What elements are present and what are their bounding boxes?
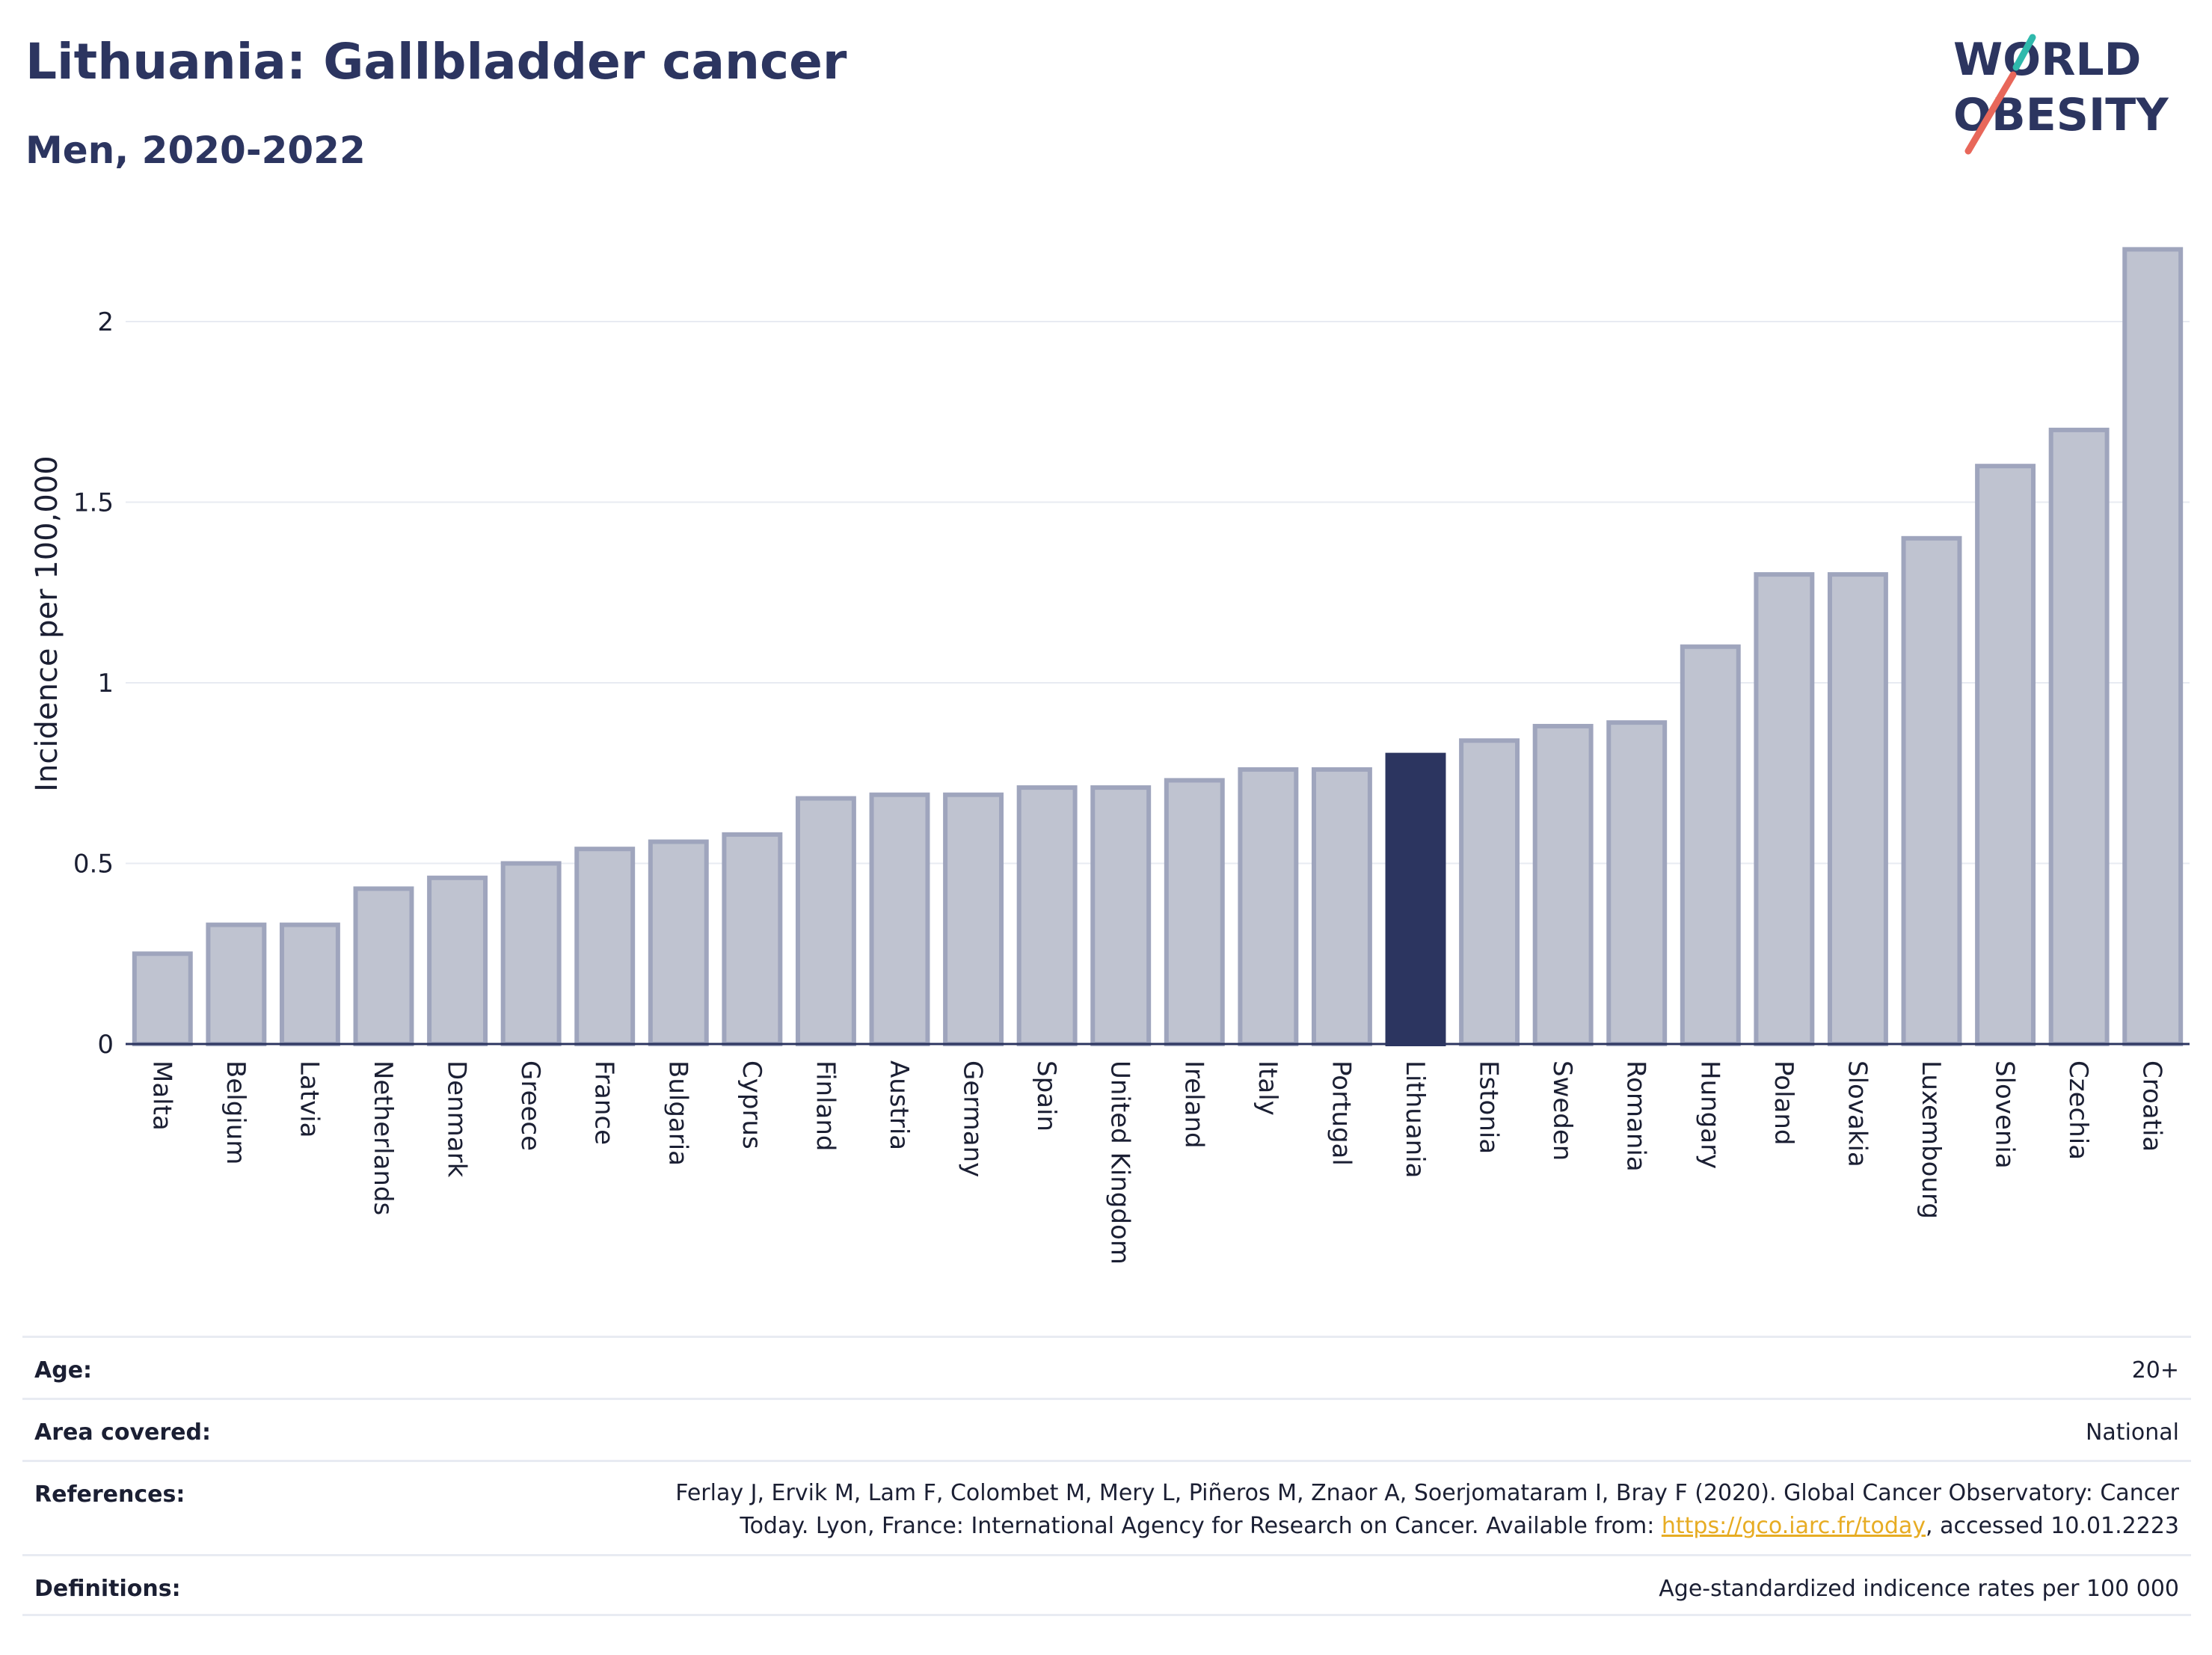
bars bbox=[132, 247, 2184, 1047]
x-tick-label: Slovakia bbox=[1842, 1060, 1872, 1167]
x-tick-label: Spain bbox=[1031, 1060, 1061, 1132]
y-tick-label: 1.5 bbox=[73, 488, 114, 518]
bar-spain bbox=[1016, 785, 1078, 1046]
x-tick-label: Cyprus bbox=[737, 1060, 766, 1149]
x-tick-label: Sweden bbox=[1547, 1060, 1577, 1161]
bar-united-kingdom bbox=[1090, 785, 1152, 1046]
bar-france bbox=[574, 847, 636, 1047]
x-tick-label: Portugal bbox=[1326, 1060, 1356, 1166]
x-tick-label: Latvia bbox=[294, 1060, 324, 1138]
x-tick-label: Hungary bbox=[1695, 1060, 1724, 1169]
definitions-label: Definitions: bbox=[34, 1576, 181, 1602]
bar-germany bbox=[943, 792, 1004, 1046]
bar-romania bbox=[1606, 720, 1668, 1046]
x-tick-label: Slovenia bbox=[1990, 1060, 2020, 1169]
references-link[interactable]: https://gco.iarc.fr/today bbox=[1661, 1513, 1926, 1539]
references-line1: Ferlay J, Ervik M, Lam F, Colombet M, Me… bbox=[675, 1480, 2179, 1506]
info-table: Age: 20+ Area covered: National Referenc… bbox=[22, 1336, 2191, 1616]
info-row-references: References: Ferlay J, Ervik M, Lam F, Co… bbox=[22, 1460, 2191, 1554]
x-tick-label: Czechia bbox=[2063, 1060, 2093, 1160]
bar-lithuania bbox=[1385, 752, 1446, 1046]
world-obesity-logo: WORLD OBESITY bbox=[1953, 34, 2169, 155]
y-tick-label: 2 bbox=[97, 307, 114, 337]
references-value: Ferlay J, Ervik M, Lam F, Colombet M, Me… bbox=[675, 1477, 2179, 1543]
y-tick-label: 0 bbox=[97, 1030, 114, 1060]
bar-italy bbox=[1238, 767, 1299, 1047]
x-tick-label: Luxembourg bbox=[1916, 1060, 1946, 1219]
age-label: Age: bbox=[34, 1357, 93, 1384]
bar-denmark bbox=[427, 875, 488, 1046]
bar-malta bbox=[132, 951, 193, 1046]
bar-hungary bbox=[1680, 644, 1741, 1046]
area-value: National bbox=[2085, 1419, 2179, 1446]
x-tick-label: Malta bbox=[147, 1060, 176, 1131]
page-title: Lithuania: Gallbladder cancer bbox=[25, 33, 847, 90]
bar-croatia bbox=[2122, 247, 2184, 1046]
x-tick-label: Ireland bbox=[1179, 1060, 1208, 1149]
x-tick-label: United Kingdom bbox=[1105, 1060, 1135, 1265]
x-tick-label: Finland bbox=[810, 1060, 840, 1152]
x-tick-labels: Malta Belgium Latvia Netherlands Denmark Gree… bbox=[147, 1060, 2166, 1265]
references-line2-post: , accessed 10.01.2223 bbox=[1926, 1513, 2179, 1539]
logo-accent-teal bbox=[2012, 34, 2036, 71]
bar-czechia bbox=[2048, 427, 2110, 1046]
x-tick-label: Netherlands bbox=[368, 1060, 398, 1215]
y-tick-labels: 0 0.5 1 1.5 2 bbox=[73, 307, 114, 1060]
bar-netherlands bbox=[353, 886, 414, 1047]
bar-greece bbox=[500, 861, 562, 1046]
x-tick-label: Greece bbox=[515, 1060, 545, 1151]
bar-finland bbox=[795, 796, 856, 1047]
x-tick-label: France bbox=[589, 1060, 619, 1145]
bar-luxembourg bbox=[1901, 535, 1962, 1046]
x-tick-label: Romania bbox=[1621, 1060, 1651, 1172]
x-tick-label: Lithuania bbox=[1400, 1060, 1430, 1178]
bar-bulgaria bbox=[648, 839, 709, 1047]
bar-cyprus bbox=[722, 832, 783, 1046]
logo-accent-coral bbox=[1964, 71, 2017, 155]
bar-chart: 0 0.5 1 1.5 2 Malta Belgium Latvia Netherlands D… bbox=[30, 247, 2190, 1265]
x-tick-label: Poland bbox=[1769, 1060, 1798, 1146]
references-line2-pre: Today. Lyon, France: International Agenc… bbox=[740, 1513, 1662, 1539]
info-row-definitions: Definitions: Age-standardized indicence … bbox=[22, 1554, 2191, 1616]
bar-latvia bbox=[279, 922, 340, 1046]
x-tick-label: Bulgaria bbox=[663, 1060, 692, 1166]
y-tick-label: 0.5 bbox=[73, 850, 114, 879]
y-tick-label: 1 bbox=[97, 669, 114, 698]
bar-estonia bbox=[1459, 738, 1520, 1047]
bar-belgium bbox=[206, 922, 267, 1046]
area-label: Area covered: bbox=[34, 1419, 211, 1446]
bar-ireland bbox=[1164, 778, 1225, 1047]
info-row-area: Area covered: National bbox=[22, 1398, 2191, 1460]
logo-line1: WORLD bbox=[1953, 34, 2141, 86]
x-tick-label: Austria bbox=[884, 1060, 914, 1150]
page-subtitle: Men, 2020-2022 bbox=[25, 129, 366, 172]
bar-sweden bbox=[1532, 723, 1594, 1047]
x-tick-label: Belgium bbox=[221, 1060, 251, 1164]
x-tick-label: Italy bbox=[1253, 1060, 1282, 1116]
x-tick-label: Germany bbox=[958, 1060, 988, 1177]
definitions-value: Age-standardized indicence rates per 100… bbox=[1659, 1576, 2179, 1602]
bar-slovenia bbox=[1975, 464, 2036, 1046]
info-row-age: Age: 20+ bbox=[22, 1336, 2191, 1398]
y-axis-title: Incidence per 100,000 bbox=[30, 455, 64, 792]
references-label: References: bbox=[34, 1481, 185, 1508]
bar-austria bbox=[869, 792, 930, 1046]
x-tick-label: Croatia bbox=[2137, 1060, 2167, 1152]
bar-slovakia bbox=[1827, 572, 1888, 1046]
bar-portugal bbox=[1311, 767, 1372, 1047]
age-value: 20+ bbox=[2131, 1357, 2179, 1384]
bar-poland bbox=[1754, 572, 1815, 1046]
x-tick-label: Denmark bbox=[442, 1060, 472, 1178]
x-tick-label: Estonia bbox=[1474, 1060, 1504, 1154]
